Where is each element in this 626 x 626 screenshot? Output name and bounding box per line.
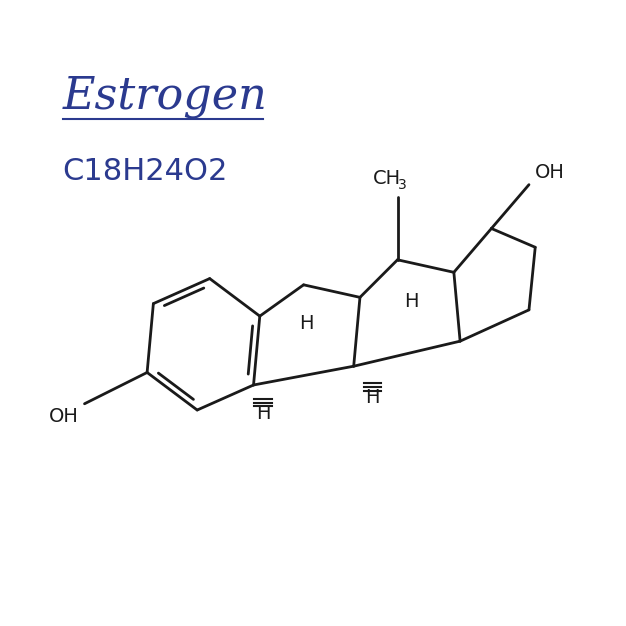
Text: Estrogen: Estrogen (63, 75, 267, 118)
Text: H: H (255, 404, 270, 423)
Text: H: H (404, 292, 419, 310)
Text: H: H (365, 388, 380, 407)
Text: OH: OH (48, 407, 78, 426)
Text: 3: 3 (398, 178, 406, 192)
Text: H: H (299, 314, 314, 333)
Text: C18H24O2: C18H24O2 (63, 156, 228, 185)
Text: OH: OH (535, 163, 565, 182)
Text: CH: CH (372, 169, 401, 188)
